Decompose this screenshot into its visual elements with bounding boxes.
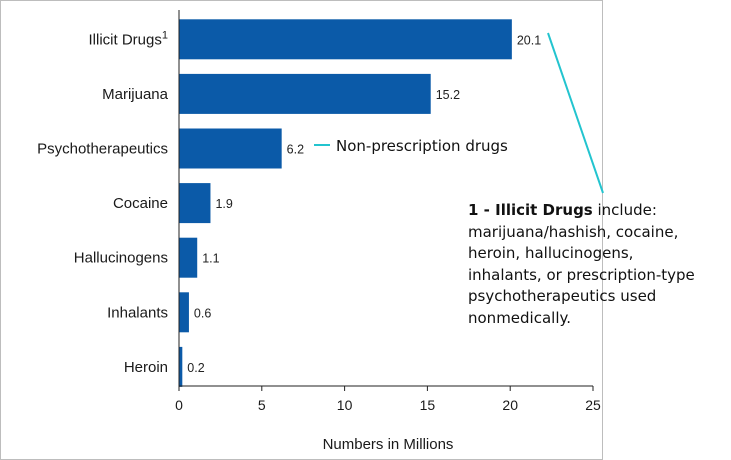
value-label-marijuana: 15.2 <box>436 88 460 102</box>
illicit-drugs-footnote: 1 - Illicit Drugs include: marijuana/has… <box>468 200 708 329</box>
bar-hallucinogens <box>179 237 198 278</box>
bar-illicit-drugs <box>179 19 512 60</box>
category-label-illicit-drugs: Illicit Drugs1 <box>89 29 168 48</box>
bar-heroin <box>179 346 183 387</box>
x-tick-label-25: 25 <box>585 397 601 413</box>
value-label-psychotherapeutics: 6.2 <box>287 143 304 157</box>
x-tick-label-5: 5 <box>258 397 266 413</box>
x-tick-label-15: 15 <box>420 397 436 413</box>
category-label-psychotherapeutics: Psychotherapeutics <box>37 141 168 158</box>
bar-cocaine <box>179 183 211 224</box>
x-tick-label-20: 20 <box>502 397 518 413</box>
value-label-hallucinogens: 1.1 <box>202 252 219 266</box>
x-tick-label-10: 10 <box>337 397 353 413</box>
value-label-cocaine: 1.9 <box>215 197 232 211</box>
non-prescription-callout-text: Non-prescription drugs <box>336 137 508 155</box>
footnote-marker: 1 <box>162 29 168 41</box>
bar-psychotherapeutics <box>179 128 282 169</box>
footnote-heading: 1 - Illicit Drugs <box>468 201 593 219</box>
category-label-inhalants: Inhalants <box>107 304 168 321</box>
category-label-heroin: Heroin <box>124 359 168 376</box>
value-label-inhalants: 0.6 <box>194 306 211 320</box>
bar-inhalants <box>179 292 189 333</box>
value-label-heroin: 0.2 <box>187 361 204 375</box>
category-label-hallucinogens: Hallucinogens <box>74 250 168 267</box>
footnote-body: include: marijuana/hashish, cocaine, her… <box>468 201 695 327</box>
x-tick-label-0: 0 <box>175 397 183 413</box>
category-label-cocaine: Cocaine <box>113 195 168 212</box>
bar-marijuana <box>179 73 431 114</box>
x-axis-title: Numbers in Millions <box>323 436 454 453</box>
illicit-drugs-callout-line <box>547 32 604 194</box>
value-label-illicit-drugs: 20.1 <box>517 33 541 47</box>
category-label-marijuana: Marijuana <box>102 86 169 103</box>
